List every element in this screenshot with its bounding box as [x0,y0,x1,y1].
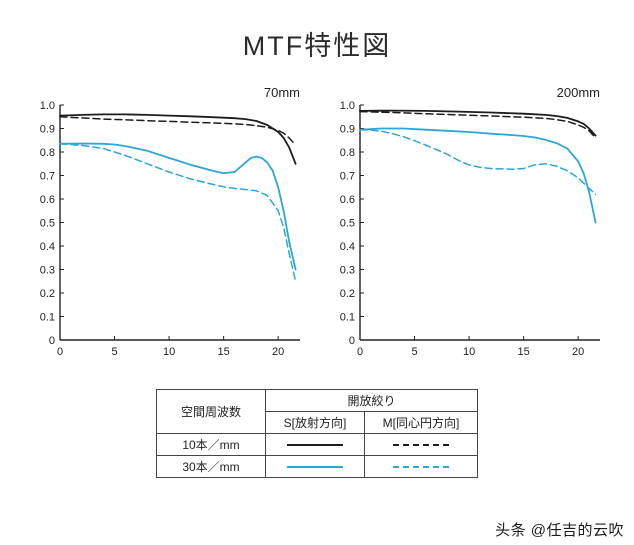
page-title: MTF特性図 [242,31,392,61]
series-line [59,143,297,283]
y-tick-label: 0.8 [40,147,55,159]
y-tick-label: 1.0 [340,100,355,112]
charts-row: 0 0.1 0.2 0.3 0.4 0.5 0.6 0.7 0.8 0.9 1.0 0 5 10 15 20 7… [0,81,634,363]
x-tick-label: 0 [357,346,363,358]
series-line [359,127,597,224]
series-line [59,116,297,146]
legend-header-aperture: 開放絞り [265,389,478,412]
y-tick-label: 0.9 [340,124,355,136]
x-tick-label: 0 [57,346,63,358]
mtf-chart-200mm: 0 0.1 0.2 0.3 0.4 0.5 0.6 0.7 0.8 0.9 1.0 0 5 10 15 20 2… [340,85,600,358]
legend-30lpmm-s-swatch [265,455,365,478]
series-line [359,110,597,139]
y-tick-label: 0.6 [340,194,355,206]
legend-row-30lpmm-label: 30本／mm [156,455,266,478]
x-tick-label: 20 [272,346,284,358]
mtf-chart-70mm: 0 0.1 0.2 0.3 0.4 0.5 0.6 0.7 0.8 0.9 1.0 0 5 10 15 20 7… [40,85,300,358]
legend-row-10lpmm-label: 10本／mm [156,433,266,456]
y-tick-label: 0.7 [340,171,355,183]
y-tick-label: 0.2 [340,288,355,300]
solid-line-sample-blue [287,466,343,469]
y-tick-label: 0.4 [40,241,55,253]
dashed-line-sample-black [393,444,449,447]
legend-header-spatial-frequency: 空間周波数 [156,389,266,434]
legend-10lpmm-m-swatch [364,433,478,456]
legend-header-meridional: M[同心円方向] [364,411,478,434]
y-tick-label: 1.0 [40,100,55,112]
series-line [59,142,297,271]
x-tick-label: 10 [463,346,475,358]
x-tick-label: 10 [163,346,175,358]
y-tick-label: 0.2 [40,288,55,300]
legend-table: 空間周波数 開放絞り S[放射方向] M[同心円方向] 10本／mm 30本／m… [156,389,478,478]
y-tick-label: 0.1 [340,312,355,324]
x-tick-label: 5 [411,346,417,358]
y-tick-label: 0.5 [40,218,55,230]
x-tick-label: 15 [518,346,530,358]
legend-30lpmm-m-swatch [364,455,478,478]
y-tick-label: 0.5 [340,218,355,230]
y-tick-label: 0.3 [340,265,355,277]
x-tick-label: 5 [111,346,117,358]
y-tick-label: 0.4 [340,241,355,253]
dashed-line-sample-blue [393,466,449,469]
legend-10lpmm-s-swatch [265,433,365,456]
y-tick-label: 0.6 [40,194,55,206]
x-tick-label: 15 [218,346,230,358]
y-tick-label: 0.9 [40,124,55,136]
chart-title: 70mm [264,85,300,100]
series-line [359,109,597,137]
x-tick-label: 20 [572,346,584,358]
watermark: 头条 @任吉的云吹 [495,522,624,539]
y-tick-label: 0.8 [340,147,355,159]
y-tick-label: 0.7 [40,171,55,183]
y-tick-label: 0.3 [40,265,55,277]
y-tick-label: 0 [49,335,55,347]
series-line [359,128,597,196]
y-tick-label: 0 [349,335,355,347]
y-tick-label: 0.1 [40,312,55,324]
series-line [59,113,297,165]
legend-header-sagittal: S[放射方向] [265,411,365,434]
chart-title: 200mm [557,85,600,100]
legend-wrap: 空間周波数 開放絞り S[放射方向] M[同心円方向] 10本／mm 30本／m… [0,389,634,478]
solid-line-sample-black [287,444,343,447]
